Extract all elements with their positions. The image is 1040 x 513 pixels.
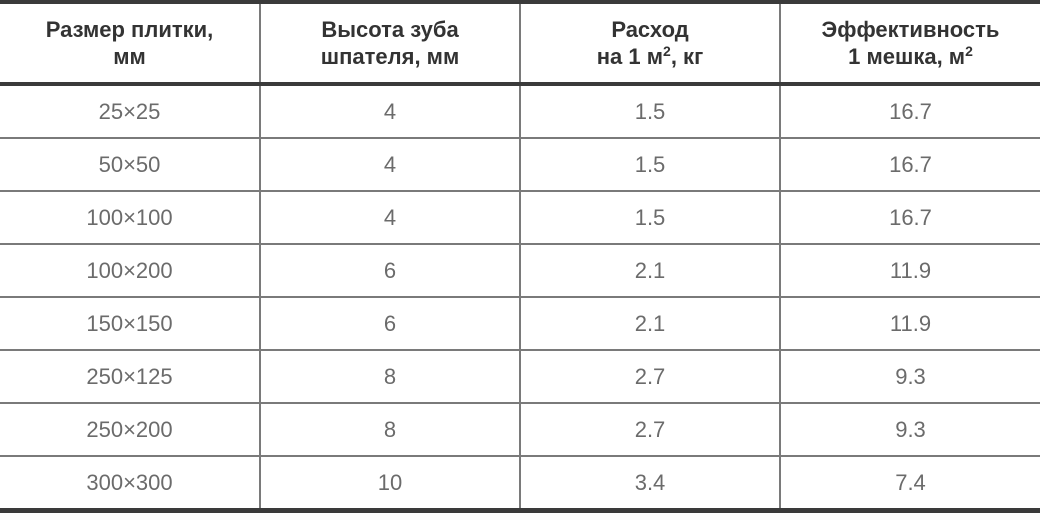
table-cell: 11.9 — [779, 243, 1040, 297]
table-row: 250×125 8 2.7 9.3 — [0, 349, 1040, 403]
table-cell: 1.5 — [519, 84, 780, 138]
header-text: Размер плитки, — [45, 17, 214, 42]
table-cell: 300×300 — [0, 455, 260, 511]
table-cell: 25×25 — [98, 98, 161, 124]
table-row: 100×100 4 1.5 16.7 — [0, 190, 1040, 244]
table-cell: 4 — [259, 190, 520, 244]
table-cell: 2.7 — [519, 402, 780, 456]
header-row: Размер плитки, мм Высота зуба шпателя, мм … — [0, 2, 1040, 86]
header-text: Расход — [611, 17, 689, 42]
table-row: 50×50 4 1.5 16.7 — [0, 137, 1040, 191]
table-cell: 16.7 — [779, 190, 1040, 244]
superscript: 2 — [663, 43, 671, 59]
table-cell: 6 — [259, 296, 520, 350]
table-cell: 250×125 — [0, 349, 260, 403]
table-cell: 2.1 — [519, 296, 780, 350]
header-trowel-height: Высота зуба шпателя, мм — [259, 2, 520, 86]
table-cell: 4 — [259, 137, 520, 191]
table-row: 300×300 10 3.4 7.4 — [0, 455, 1040, 511]
table-cell: 100×100 — [0, 190, 260, 244]
table-cell: 50×50 — [0, 137, 260, 191]
header-text: 1 мешка, м — [848, 44, 966, 69]
table-row: 25×25 4 1.5 16.7 — [0, 84, 1040, 138]
header-text: Эффективность — [821, 17, 1000, 42]
table-cell: 4 — [259, 84, 520, 138]
table-row: 150×150 6 2.1 11.9 — [0, 296, 1040, 350]
header-text: , кг — [670, 44, 704, 69]
table-cell: 8 — [259, 402, 520, 456]
table-cell: 8 — [259, 349, 520, 403]
header-tile-size: Размер плитки, мм — [0, 2, 260, 86]
table-cell: 150×150 — [0, 296, 260, 350]
table-cell: 2.1 — [519, 243, 780, 297]
table-cell: 11.9 — [779, 296, 1040, 350]
header-consumption: Расход на 1 м2, кг — [519, 2, 780, 86]
table-cell: 9.3 — [779, 402, 1040, 456]
header-text: шпателя, мм — [320, 44, 460, 69]
header-text: Высота зуба — [321, 17, 459, 42]
table-cell: 2.7 — [519, 349, 780, 403]
table-cell: 6 — [259, 243, 520, 297]
table-cell: 16.7 — [779, 84, 1040, 138]
table-cell: 1.5 — [519, 137, 780, 191]
table-cell: 100×200 — [0, 243, 260, 297]
table-cell: 16.7 — [779, 137, 1040, 191]
table-row: 250×200 8 2.7 9.3 — [0, 402, 1040, 456]
table-cell: 10 — [259, 455, 520, 511]
header-efficiency: Эффективность 1 мешка, м2 — [779, 2, 1040, 86]
table-cell: 3.4 — [519, 455, 780, 511]
header-text: на 1 м — [596, 44, 664, 69]
table-cell: 250×200 — [0, 402, 260, 456]
header-text: мм — [113, 44, 146, 69]
table-cell: 7.4 — [779, 455, 1040, 511]
table-cell: 1.5 — [519, 190, 780, 244]
superscript: 2 — [965, 43, 973, 59]
table-cell: 9.3 — [779, 349, 1040, 403]
table-row: 100×200 6 2.1 11.9 — [0, 243, 1040, 297]
